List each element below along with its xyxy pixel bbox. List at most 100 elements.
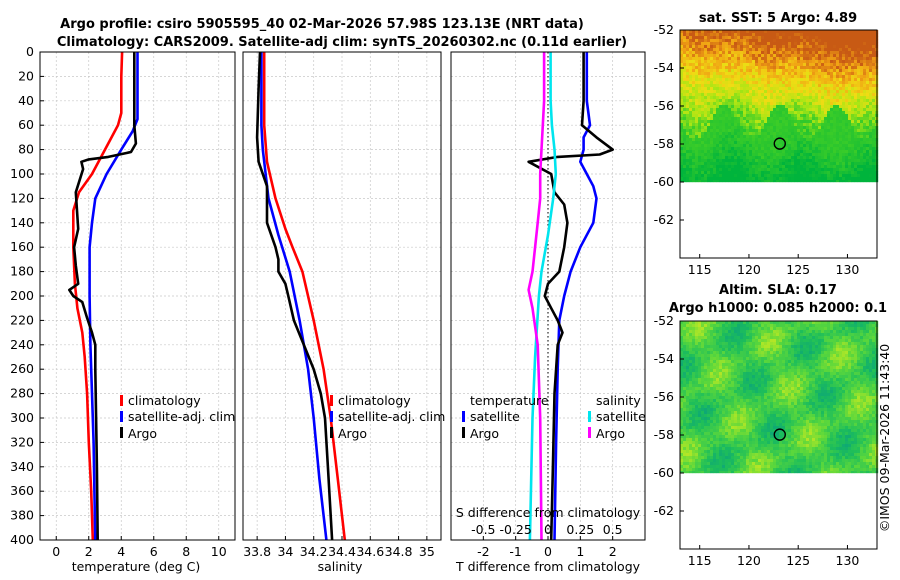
map-pixel <box>728 345 732 349</box>
map-pixel <box>686 357 690 361</box>
map-pixel <box>755 138 759 142</box>
map-pixel <box>746 171 750 175</box>
map-pixel <box>836 363 840 367</box>
map-pixel <box>728 339 732 343</box>
map-pixel <box>860 114 864 118</box>
map-pixel <box>797 75 801 79</box>
map-pixel <box>779 171 783 175</box>
map-pixel <box>857 177 861 181</box>
map-pixel <box>848 51 852 55</box>
map-pixel <box>734 180 738 183</box>
map-pixel <box>833 144 837 148</box>
map-pixel <box>740 78 744 82</box>
map-pixel <box>860 363 864 367</box>
map-pixel <box>758 321 762 325</box>
map-pixel <box>818 156 822 160</box>
map-pixel <box>797 69 801 73</box>
map-pixel <box>683 51 687 55</box>
map-pixel <box>758 147 762 151</box>
map-pixel <box>695 96 699 100</box>
map-pixel <box>755 342 759 346</box>
map-pixel <box>689 63 693 67</box>
map-pixel <box>779 105 783 109</box>
map-pixel <box>758 372 762 376</box>
map-pixel <box>719 375 723 379</box>
map-pixel <box>689 42 693 46</box>
map-pixel <box>707 321 711 325</box>
map-pixel <box>851 342 855 346</box>
map-pixel <box>704 378 708 382</box>
map-pixel <box>710 180 714 183</box>
map-pixel <box>680 63 684 67</box>
map-pixel <box>815 69 819 73</box>
map-pixel <box>806 162 810 166</box>
map-pixel <box>830 321 834 325</box>
map-pixel <box>770 42 774 46</box>
map-pixel <box>734 381 738 385</box>
map-pixel <box>872 102 876 106</box>
map-pixel <box>728 117 732 121</box>
map-pixel <box>815 135 819 139</box>
map-pixel <box>785 84 789 88</box>
map-pixel <box>710 330 714 334</box>
map-pixel <box>854 78 858 82</box>
map-pixel <box>869 348 873 352</box>
map-pixel <box>794 342 798 346</box>
map-pixel <box>689 153 693 157</box>
map-pixel <box>833 369 837 373</box>
map-pixel <box>746 96 750 100</box>
map-pixel <box>713 156 717 160</box>
map-pixel <box>683 165 687 169</box>
map-pixel <box>743 342 747 346</box>
map-pixel <box>740 144 744 148</box>
map-pixel <box>695 66 699 70</box>
map-pixel <box>770 69 774 73</box>
map-pixel <box>785 372 789 376</box>
map-pixel <box>794 159 798 163</box>
map-pixel <box>746 351 750 355</box>
map-pixel <box>734 360 738 364</box>
map-pixel <box>743 99 747 103</box>
map-pixel <box>836 159 840 163</box>
map-pixel <box>851 156 855 160</box>
map-pixel <box>752 159 756 163</box>
map-pixel <box>698 120 702 124</box>
map-pixel <box>680 126 684 130</box>
map-pixel <box>743 360 747 364</box>
map-pixel <box>782 159 786 163</box>
map-pixel <box>872 321 876 325</box>
map-pixel <box>728 354 732 358</box>
map-pixel <box>767 36 771 40</box>
map-pixel <box>866 150 870 154</box>
map-pixel <box>743 75 747 79</box>
map-pixel <box>785 369 789 373</box>
map-pixel <box>698 57 702 61</box>
map-pixel <box>698 63 702 67</box>
map-pixel <box>836 375 840 379</box>
map-pixel <box>698 33 702 37</box>
map-pixel <box>842 108 846 112</box>
map-pixel <box>713 177 717 181</box>
map-pixel <box>854 36 858 40</box>
map-pixel <box>821 174 825 178</box>
map-pixel <box>758 57 762 61</box>
map-pixel <box>731 96 735 100</box>
map-pixel <box>755 30 759 34</box>
map-pixel <box>746 336 750 340</box>
map-pixel <box>692 99 696 103</box>
map-pixel <box>731 147 735 151</box>
map-pixel <box>794 354 798 358</box>
map-pixel <box>794 120 798 124</box>
map-pixel <box>773 36 777 40</box>
map-pixel <box>680 33 684 37</box>
map-pixel <box>710 345 714 349</box>
map-pixel <box>692 327 696 331</box>
map-pixel <box>818 333 822 337</box>
map-pixel <box>746 84 750 88</box>
map-pixel <box>731 363 735 367</box>
map-pixel <box>869 108 873 112</box>
map-pixel <box>752 321 756 325</box>
map-pixel <box>686 81 690 85</box>
map-pixel <box>776 111 780 115</box>
